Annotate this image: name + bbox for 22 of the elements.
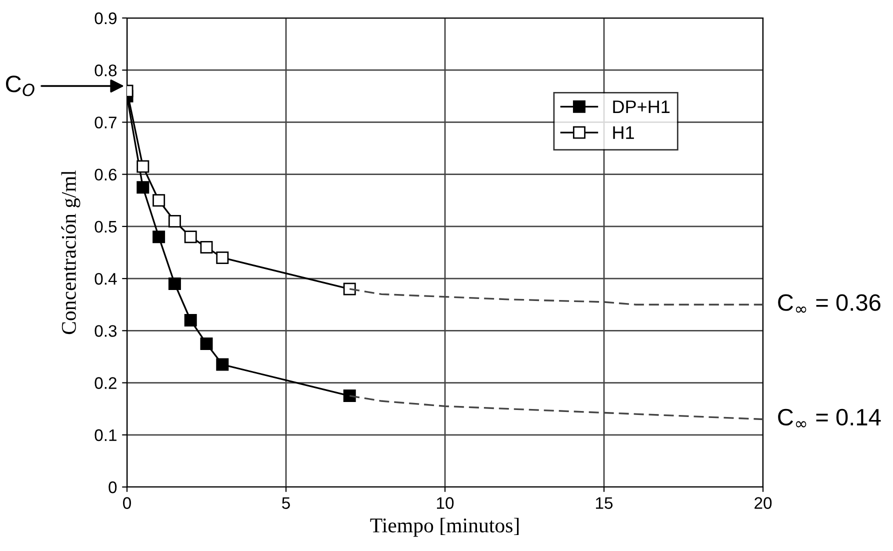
x-tick-label: 0 xyxy=(123,497,131,509)
annotation: C$_{∞}$ = 0.36 xyxy=(778,294,880,313)
y-tick-label: 0.5 xyxy=(94,220,117,233)
annotation: C$_{∞}$ = 0.14 xyxy=(778,408,881,428)
x-tick-label: 15 xyxy=(596,497,613,509)
y-tick-label: 0.9 xyxy=(94,12,116,24)
x-tick-label: 20 xyxy=(754,497,772,509)
y-axis-title: Concentración g/ml xyxy=(61,170,80,334)
x-tick-label: 5 xyxy=(282,497,290,509)
legend-label: DP+H1 xyxy=(613,100,670,113)
legend-label: H1 xyxy=(613,126,634,139)
x-tick-label: 10 xyxy=(437,497,454,509)
y-tick-label: 0.1 xyxy=(94,429,116,442)
y-tick-label: 0.3 xyxy=(94,325,117,337)
y-tick-label: 0.4 xyxy=(94,272,117,285)
y-tick-label: 0 xyxy=(108,481,117,494)
y-tick-label: 0.7 xyxy=(94,116,116,128)
y-tick-label: 0.6 xyxy=(94,168,117,181)
text: C$_{O}$ xyxy=(6,76,34,96)
x-axis-title: Tiempo [minutos] xyxy=(370,518,519,537)
y-tick-label: 0.2 xyxy=(94,377,116,389)
y-tick-label: 0.8 xyxy=(94,64,117,76)
